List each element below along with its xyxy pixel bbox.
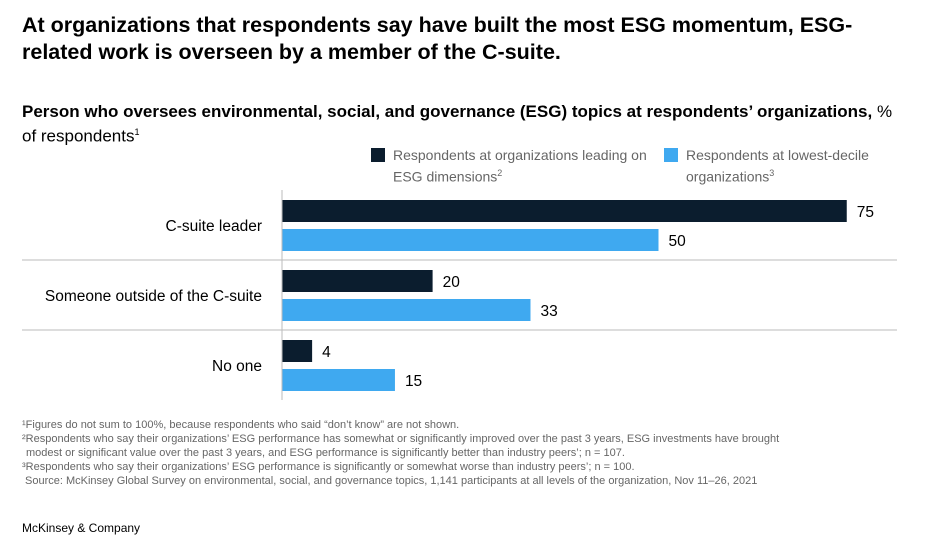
category-label: C-suite leader (166, 218, 263, 235)
bar-lowest (282, 369, 395, 391)
legend-swatch-lowest (664, 148, 678, 162)
legend-swatch-leading (371, 148, 385, 162)
legend-sup: 2 (497, 168, 503, 178)
data-label: 33 (540, 303, 557, 320)
bar-leading (282, 200, 847, 222)
data-label: 15 (405, 373, 422, 390)
subtitle-unit: % of respondents (22, 102, 893, 146)
bar-lowest (282, 299, 531, 321)
chart-subtitle: Person who oversees environmental, socia… (22, 101, 902, 147)
subtitle-bold: Person who oversees environmental, socia… (22, 102, 873, 121)
footnotes: ¹Figures do not sum to 100%, because res… (22, 418, 922, 488)
subtitle-sup: 1 (134, 127, 140, 137)
footnote: ²Respondents who say their organizations… (22, 433, 780, 445)
footnote: ¹Figures do not sum to 100%, because res… (22, 419, 460, 431)
legend-item-lowest: Respondents at lowest-decile organizatio… (664, 146, 904, 186)
source-note: Source: McKinsey Global Survey on enviro… (25, 475, 758, 487)
bar-lowest (282, 229, 659, 251)
page-title: At organizations that respondents say ha… (22, 13, 853, 64)
category-label: Someone outside of the C-suite (45, 288, 262, 305)
bar-leading (282, 340, 313, 362)
data-label: 50 (669, 233, 687, 250)
data-label: 20 (443, 274, 461, 291)
category-label: No one (212, 358, 262, 375)
legend-label-leading: Respondents at organizations leading on … (393, 147, 647, 185)
legend-sup: 3 (769, 168, 775, 178)
bar-leading (282, 270, 433, 292)
data-label: 75 (857, 204, 874, 221)
legend-label-lowest: Respondents at lowest-decile organizatio… (686, 147, 869, 185)
footnote: modest or significant value over the pas… (26, 447, 625, 459)
data-label: 4 (322, 344, 331, 361)
legend-item-leading: Respondents at organizations leading on … (371, 146, 656, 186)
brand-logo: McKinsey & Company (22, 521, 141, 535)
footnote: ³Respondents who say their organizations… (22, 461, 635, 473)
